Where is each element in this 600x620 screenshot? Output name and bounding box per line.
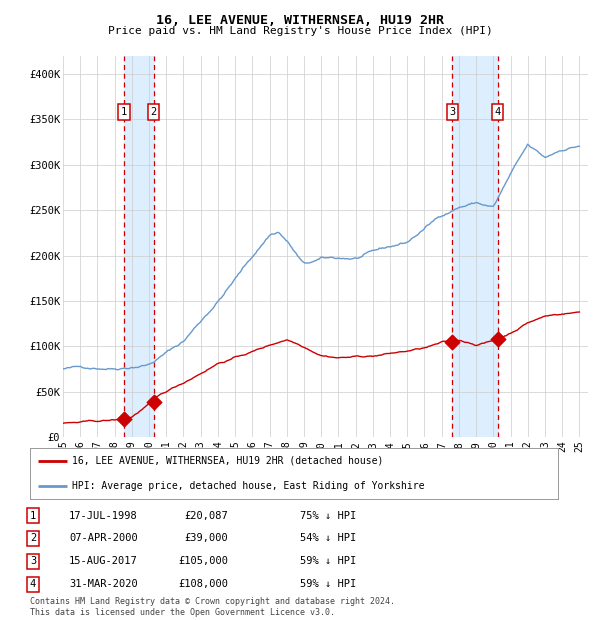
Text: £20,087: £20,087 [184, 510, 228, 521]
Point [448, 337, 457, 347]
Bar [124, 56, 154, 437]
Text: 16, LEE AVENUE, WITHERNSEA, HU19 2HR (detached house): 16, LEE AVENUE, WITHERNSEA, HU19 2HR (de… [72, 456, 383, 466]
Text: 1: 1 [121, 107, 127, 117]
Text: 17-JUL-1998: 17-JUL-1998 [69, 510, 138, 521]
Text: £105,000: £105,000 [178, 556, 228, 567]
Text: 59% ↓ HPI: 59% ↓ HPI [300, 556, 356, 567]
Text: 2: 2 [30, 533, 36, 544]
Bar [452, 56, 497, 437]
Text: 4: 4 [494, 107, 501, 117]
Text: 1: 1 [30, 510, 36, 521]
Text: 16, LEE AVENUE, WITHERNSEA, HU19 2HR: 16, LEE AVENUE, WITHERNSEA, HU19 2HR [156, 14, 444, 27]
Point [119, 414, 129, 424]
Text: 4: 4 [30, 579, 36, 590]
Point [493, 334, 502, 344]
Text: 31-MAR-2020: 31-MAR-2020 [69, 579, 138, 590]
Text: 07-APR-2000: 07-APR-2000 [69, 533, 138, 544]
Text: 75% ↓ HPI: 75% ↓ HPI [300, 510, 356, 521]
Text: Contains HM Land Registry data © Crown copyright and database right 2024.
This d: Contains HM Land Registry data © Crown c… [30, 598, 395, 617]
Point [149, 397, 158, 407]
Text: £108,000: £108,000 [178, 579, 228, 590]
Text: 54% ↓ HPI: 54% ↓ HPI [300, 533, 356, 544]
Text: 2: 2 [151, 107, 157, 117]
Text: 3: 3 [449, 107, 455, 117]
Text: 3: 3 [30, 556, 36, 567]
Text: £39,000: £39,000 [184, 533, 228, 544]
Text: 15-AUG-2017: 15-AUG-2017 [69, 556, 138, 567]
Text: HPI: Average price, detached house, East Riding of Yorkshire: HPI: Average price, detached house, East… [72, 481, 425, 492]
Text: Price paid vs. HM Land Registry's House Price Index (HPI): Price paid vs. HM Land Registry's House … [107, 26, 493, 36]
Text: 59% ↓ HPI: 59% ↓ HPI [300, 579, 356, 590]
